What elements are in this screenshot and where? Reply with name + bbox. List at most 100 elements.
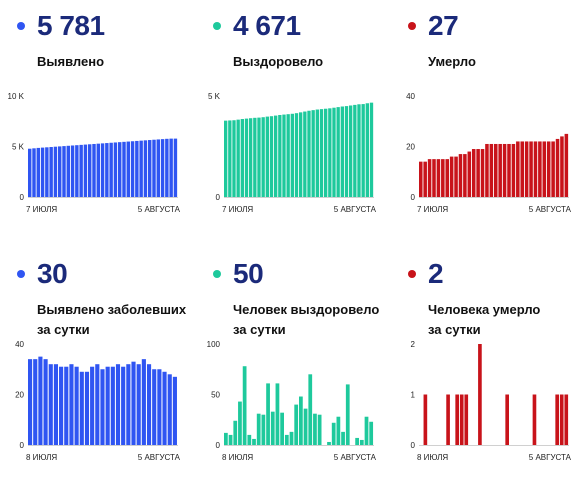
bar [269, 116, 274, 197]
bar [464, 394, 469, 445]
bar [90, 366, 95, 445]
bar-chart: 0 5 K 10 K 7 ИЮЛЯ 5 АВГУСТА [8, 92, 181, 214]
bar [275, 383, 280, 445]
bar [28, 359, 33, 445]
bar [307, 110, 311, 197]
bar [319, 109, 324, 197]
bar [336, 416, 341, 445]
bar [45, 147, 49, 197]
bar [564, 133, 569, 198]
bar [445, 159, 449, 198]
bar [284, 434, 289, 445]
bar [280, 412, 284, 445]
bar [131, 361, 136, 445]
bar [84, 371, 90, 445]
bar [160, 139, 165, 197]
bar [249, 118, 253, 197]
stat-value: 27 [428, 10, 459, 41]
stat-label-line: за сутки [37, 322, 90, 337]
stat-value: 4 671 [233, 10, 301, 41]
bar [441, 159, 445, 198]
bar-chart: 0 50 100 8 ИЮЛЯ 5 АВГУСТА [207, 340, 377, 462]
stat-label-line: Выявлено заболевших [37, 302, 187, 317]
stat-label-line: Выздоровело [233, 54, 324, 69]
bar [126, 364, 131, 445]
bar [95, 364, 100, 445]
bar [126, 141, 130, 197]
bar [485, 143, 489, 197]
bar [419, 161, 423, 197]
bar [121, 366, 126, 445]
bar [294, 404, 299, 445]
x-end-label: 5 АВГУСТА [334, 453, 377, 462]
bar [340, 106, 344, 197]
bar [261, 414, 266, 445]
bar [261, 117, 265, 197]
bar [74, 366, 79, 445]
bar [48, 364, 53, 445]
bar [253, 117, 257, 197]
bar [423, 394, 428, 445]
bar [332, 107, 336, 197]
y-tick-label: 20 [15, 391, 24, 400]
stat-label-line: Человека умерло [428, 302, 541, 317]
bar [353, 104, 357, 197]
bar [152, 369, 157, 445]
bar [79, 371, 84, 445]
bar [109, 142, 113, 197]
bar [532, 394, 537, 445]
bar [265, 116, 269, 197]
bar [476, 149, 480, 197]
bar [308, 374, 313, 445]
bar [36, 147, 40, 197]
legend-dot [213, 22, 221, 30]
x-start-label: 7 ИЮЛЯ [222, 205, 253, 214]
bar [516, 141, 520, 197]
x-start-label: 7 ИЮЛЯ [26, 205, 57, 214]
x-start-label: 8 ИЮЛЯ [417, 453, 448, 462]
bar [458, 154, 463, 197]
bar [311, 110, 315, 197]
bar [427, 159, 432, 198]
stat-label-line: за сутки [233, 322, 286, 337]
bar [105, 366, 110, 445]
stat-panel: 27 Умерло 0 20 40 7 ИЮЛЯ 5 АВГУСТА [405, 0, 586, 240]
stat-panel: 4 671 Выздоровело 0 5 K 7 ИЮЛЯ 5 АВГУСТА [208, 0, 400, 240]
stat-panel: 5 781 Выявлено 0 5 K 10 K 7 ИЮЛЯ 5 АВГУСТА [8, 0, 204, 240]
bar [449, 156, 454, 197]
bar [53, 146, 58, 197]
stat-value: 2 [428, 258, 444, 289]
y-tick-label: 0 [20, 441, 25, 450]
bar [446, 394, 450, 445]
bar [328, 108, 332, 197]
bar [40, 147, 45, 197]
bar [75, 145, 79, 197]
bar [28, 148, 32, 197]
y-tick-label: 100 [207, 340, 221, 349]
x-end-label: 5 АВГУСТА [138, 205, 181, 214]
bar [478, 344, 482, 445]
bar [256, 413, 261, 445]
bar [228, 120, 232, 197]
bar [555, 394, 559, 445]
stat-label: Человек выздоровело за сутки [233, 300, 418, 340]
bar [315, 109, 319, 197]
bar [327, 441, 331, 445]
stat-label-line: Умерло [428, 54, 476, 69]
stat-panel: 50 Человек выздоровело за сутки 0 50 100 8 ИЮЛ… [207, 248, 400, 488]
bar [236, 119, 240, 197]
bar [303, 111, 307, 197]
bar [32, 148, 36, 197]
bar [359, 439, 364, 445]
bar [224, 432, 228, 445]
y-tick-label: 5 K [208, 92, 221, 101]
bar [299, 396, 303, 445]
stat-label-line: Человек выздоровело [233, 302, 380, 317]
bar [278, 114, 282, 197]
bar [365, 103, 369, 197]
bar [79, 144, 83, 197]
stat-value: 5 781 [37, 10, 105, 41]
stat-label: Выявлено [37, 52, 222, 72]
bar [115, 364, 121, 445]
bar [507, 143, 511, 197]
